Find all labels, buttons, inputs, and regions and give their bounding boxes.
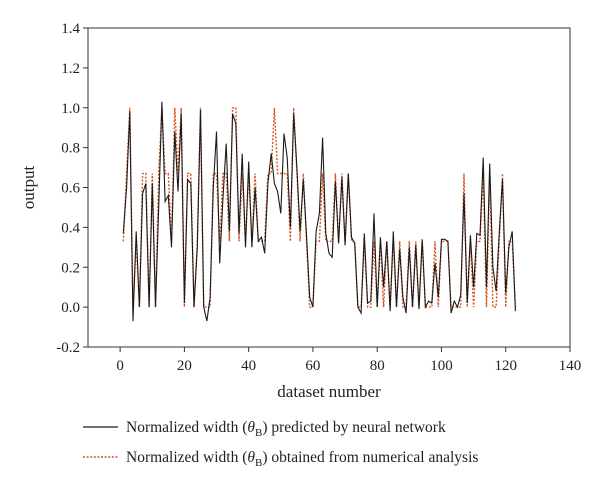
- y-tick-label: 0.4: [61, 220, 80, 236]
- legend-label-part: B: [255, 457, 262, 469]
- y-tick-label: 0.8: [61, 141, 80, 157]
- x-tick-label: 100: [430, 358, 453, 374]
- y-tick-label: 0.6: [61, 181, 80, 197]
- x-tick-label: 140: [559, 358, 582, 374]
- legend-label-part: θ: [247, 419, 255, 436]
- legend-label-part: θ: [247, 449, 255, 466]
- x-tick-label: 60: [305, 358, 320, 374]
- y-tick-label: 1.4: [61, 21, 80, 37]
- y-axis-ticks: -0.2 0.0 0.2 0.4 0.6 0.8 1.0 1.2 1.4: [56, 21, 88, 356]
- y-tick-label: -0.2: [56, 340, 80, 356]
- legend-label-part: ) predicted by neural network: [262, 419, 446, 436]
- legend-label-part: Normalized width (: [126, 419, 247, 436]
- y-tick-label: 1.0: [61, 101, 80, 117]
- plot-lines: [122, 101, 517, 322]
- x-tick-label: 120: [494, 358, 517, 374]
- plot-frame: [87, 27, 571, 348]
- legend-label-part: ) obtained from numerical analysis: [262, 449, 478, 466]
- legend-label: Normalized width (θB) obtained from nume…: [126, 449, 478, 469]
- legend-label-part: B: [255, 427, 262, 439]
- series-line-neural-network: [122, 101, 516, 322]
- series-line-numerical-analysis: [122, 107, 517, 308]
- y-tick-label: 1.2: [61, 61, 80, 77]
- legend-label-part: Normalized width (: [126, 449, 247, 466]
- y-tick-label: 0.2: [61, 260, 80, 276]
- x-axis-title: dataset number: [277, 382, 381, 401]
- x-tick-label: 0: [116, 358, 124, 374]
- y-tick-label: 0.0: [61, 300, 80, 316]
- x-tick-label: 40: [241, 358, 256, 374]
- x-axis-ticks: 0 20 40 60 80 100 120 140: [116, 347, 581, 374]
- legend-label: Normalized width (θB) predicted by neura…: [126, 419, 446, 439]
- legend: Normalized width (θB) predicted by neura…: [83, 419, 478, 469]
- y-axis-title: output: [19, 166, 38, 210]
- x-tick-label: 20: [177, 358, 192, 374]
- x-tick-label: 80: [370, 358, 385, 374]
